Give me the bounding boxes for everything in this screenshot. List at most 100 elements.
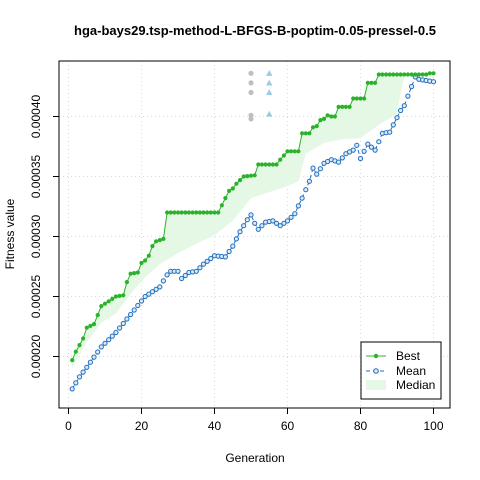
mean-point	[226, 248, 232, 255]
best-point	[150, 244, 155, 249]
legend-mean-marker	[373, 368, 379, 374]
legend: Best Mean Median	[360, 341, 442, 400]
x-tick-label: 80	[354, 419, 368, 433]
outlier-point	[248, 70, 254, 76]
best-point	[325, 113, 330, 118]
best-point	[369, 80, 374, 85]
outlier-point	[266, 79, 273, 86]
mean-point	[357, 155, 364, 162]
outlier-point	[248, 80, 254, 86]
best-point	[256, 162, 261, 167]
mean-point	[164, 272, 170, 278]
x-axis: 0 20 40 60 80 100	[65, 408, 444, 433]
best-point	[179, 210, 184, 215]
x-tick-label: 40	[208, 419, 222, 433]
best-point	[175, 210, 181, 215]
mean-point	[95, 349, 101, 355]
best-point	[376, 72, 381, 77]
best-point	[318, 118, 323, 123]
best-point	[143, 258, 148, 263]
best-point	[431, 71, 436, 76]
mean-point	[233, 236, 239, 242]
mean-point	[91, 354, 97, 360]
best-point	[230, 186, 235, 191]
best-point	[402, 72, 407, 77]
mean-point	[409, 83, 415, 90]
best-point	[332, 114, 337, 119]
legend-median-swatch	[366, 380, 386, 390]
best-point	[278, 157, 283, 162]
best-point	[252, 173, 257, 178]
outlier-point	[266, 89, 273, 96]
mean-point	[146, 291, 152, 297]
mean-point	[430, 79, 437, 85]
mean-point	[84, 364, 90, 370]
x-tick-label: 0	[65, 419, 72, 433]
plot-frame	[58, 60, 451, 409]
best-point	[387, 72, 392, 77]
mean-point	[204, 258, 210, 264]
best-point	[128, 271, 133, 276]
best-point	[70, 358, 75, 363]
mean-point	[310, 165, 316, 171]
mean-point	[208, 255, 214, 262]
best-series	[70, 71, 436, 363]
best-point	[216, 210, 221, 215]
mean-point	[401, 103, 407, 109]
best-point	[241, 174, 246, 179]
best-point	[223, 196, 228, 201]
best-point	[234, 181, 239, 186]
outlier-point	[248, 116, 254, 122]
best-point	[73, 349, 78, 354]
mean-point	[120, 320, 126, 327]
mean-point	[361, 148, 367, 154]
best-point	[310, 125, 316, 130]
legend-best-marker	[373, 353, 379, 359]
best-point	[248, 173, 254, 178]
best-point	[394, 72, 400, 77]
mean-point	[306, 178, 312, 184]
best-point	[161, 236, 166, 241]
best-point	[380, 72, 385, 77]
mean-point	[295, 203, 301, 209]
best-point	[296, 149, 301, 154]
mean-point	[299, 195, 305, 201]
best-point	[157, 238, 162, 243]
best-point	[285, 149, 290, 154]
best-point	[358, 96, 363, 101]
mean-point	[365, 141, 371, 147]
best-point	[343, 104, 348, 109]
mean-point	[303, 187, 309, 193]
best-point	[208, 210, 213, 215]
mean-point	[80, 369, 86, 375]
mean-point	[390, 122, 396, 128]
mean-point	[241, 223, 247, 229]
mean-point	[368, 144, 374, 150]
best-point	[154, 239, 159, 244]
mean-point	[113, 329, 119, 336]
best-point	[424, 72, 429, 77]
mean-point	[336, 159, 342, 165]
best-point	[197, 210, 202, 215]
x-tick-label: 20	[135, 419, 149, 433]
best-point	[329, 114, 334, 119]
best-point	[384, 72, 389, 77]
best-point	[245, 174, 250, 179]
mean-point	[376, 139, 382, 145]
mean-point	[292, 211, 298, 217]
chart-title: hga-bays29.tsp-method-L-BFGS-B-poptim-0.…	[74, 23, 436, 38]
best-point	[113, 294, 118, 299]
mean-point	[405, 93, 411, 99]
mean-point	[193, 268, 199, 274]
mean-point	[350, 147, 356, 153]
best-point	[124, 280, 129, 285]
best-point	[351, 96, 356, 101]
best-point	[420, 72, 425, 77]
best-point	[373, 80, 378, 85]
best-point	[303, 131, 308, 136]
legend-median-label: Median	[396, 378, 435, 392]
mean-series	[69, 74, 437, 392]
mean-point	[252, 220, 258, 226]
best-point	[212, 210, 217, 215]
best-point	[172, 210, 177, 215]
